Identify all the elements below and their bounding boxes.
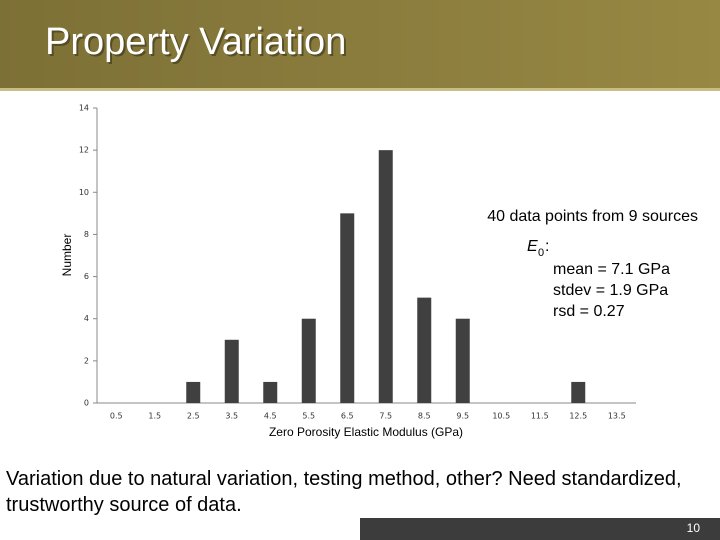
x-tick-label: 0.5 xyxy=(110,412,123,421)
x-tick-label: 6.5 xyxy=(341,412,354,421)
annotation-suffix: : xyxy=(545,238,549,255)
header-rule xyxy=(0,88,720,91)
bar xyxy=(301,318,316,403)
x-tick-label: 11.5 xyxy=(531,412,549,421)
x-tick-label: 5.5 xyxy=(302,412,315,421)
bar xyxy=(224,339,239,403)
y-tick-label: 0 xyxy=(84,399,89,408)
y-tick-label: 12 xyxy=(79,146,89,155)
bar xyxy=(571,381,586,403)
y-axis-title: Number xyxy=(60,234,74,277)
x-tick-label: 1.5 xyxy=(148,412,161,421)
bar xyxy=(378,150,393,403)
y-tick-label: 8 xyxy=(84,230,89,239)
y-tick-label: 10 xyxy=(79,188,89,197)
x-tick-label: 9.5 xyxy=(456,412,469,421)
x-tick-label: 13.5 xyxy=(608,412,626,421)
bar xyxy=(263,381,278,403)
y-tick-label: 2 xyxy=(84,356,89,365)
body-text: Variation due to natural variation, test… xyxy=(6,468,682,516)
annotation-symbol: E xyxy=(527,238,538,255)
annotation-stat: mean = 7.1 GPa xyxy=(553,261,670,278)
annotation-stat: rsd = 0.27 xyxy=(553,303,625,320)
slide-title: Property Variation xyxy=(45,21,346,63)
y-tick-label: 14 xyxy=(79,104,89,113)
x-tick-label: 7.5 xyxy=(379,412,392,421)
header-bar xyxy=(0,0,720,88)
bar xyxy=(340,213,355,403)
x-tick-label: 3.5 xyxy=(225,412,238,421)
annotation-subscript: 0 xyxy=(538,247,544,259)
y-tick-label: 4 xyxy=(84,314,89,323)
x-tick-label: 12.5 xyxy=(569,412,587,421)
annotation-note: 40 data points from 9 sources xyxy=(487,208,698,225)
bar xyxy=(455,318,470,403)
y-tick-label: 6 xyxy=(84,272,89,281)
x-tick-label: 10.5 xyxy=(492,412,510,421)
x-tick-label: 8.5 xyxy=(418,412,431,421)
page-number: 10 xyxy=(687,521,701,535)
title-shadow: Property Variation xyxy=(47,23,348,65)
x-tick-label: 4.5 xyxy=(264,412,277,421)
bar xyxy=(186,381,201,403)
x-tick-label: 2.5 xyxy=(187,412,200,421)
annotation-stat: stdev = 1.9 GPa xyxy=(553,282,668,299)
footer-bar xyxy=(360,518,720,540)
x-axis-title: Zero Porosity Elastic Modulus (GPa) xyxy=(269,425,463,439)
bar xyxy=(417,297,432,403)
